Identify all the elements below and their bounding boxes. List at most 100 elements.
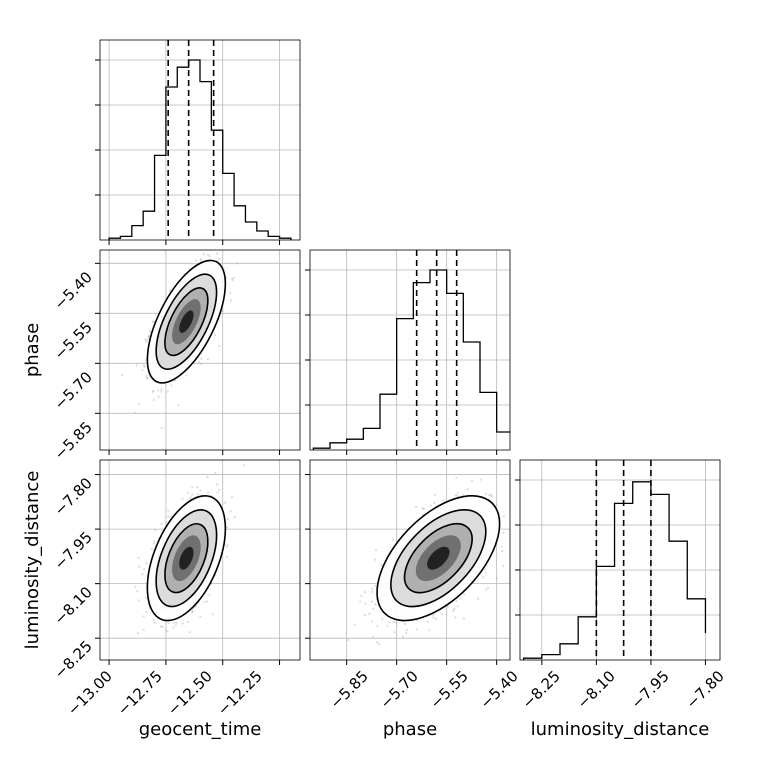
scatter-point	[212, 228, 214, 230]
scatter-point	[229, 291, 232, 295]
scatter-point	[225, 555, 228, 558]
scatter-point	[388, 621, 391, 624]
scatter-point	[487, 586, 490, 590]
scatter-point	[147, 335, 150, 338]
scatter-point	[197, 360, 200, 363]
scatter-point	[502, 531, 505, 535]
scatter-point	[459, 597, 462, 600]
xtick-geocent_time-3: −12.25	[214, 667, 266, 719]
scatter-point	[502, 515, 505, 518]
scatter-point	[177, 404, 180, 407]
scatter-point	[208, 255, 211, 258]
scatter-point	[200, 258, 203, 261]
ytick-phase-2: −5.55	[51, 318, 96, 363]
ytick-luminosity_distance-3: −7.80	[51, 474, 96, 519]
scatter-point	[401, 635, 405, 638]
scatter-point	[174, 624, 177, 627]
scatter-point	[490, 495, 494, 498]
scatter-point	[377, 642, 380, 646]
scatter-point	[145, 596, 148, 599]
xtick-geocent_time-1: −12.75	[114, 667, 166, 719]
scatter-point	[456, 491, 459, 494]
scatter-point	[386, 624, 389, 627]
scatter-point	[211, 613, 214, 616]
y-ticks-phase: −5.85 −5.70 −5.55 −5.40	[51, 268, 96, 463]
scatter-point	[422, 507, 425, 510]
scatter-point	[200, 357, 203, 360]
scatter-point	[136, 590, 139, 593]
scatter-point	[148, 330, 152, 333]
ylabel-phase: phase	[22, 323, 43, 377]
scatter-point	[372, 635, 375, 638]
panel-phase-hist	[305, 249, 511, 455]
scatter-point	[456, 605, 459, 608]
scatter-point	[172, 626, 175, 629]
gridlines	[520, 460, 720, 660]
scatter-point	[145, 376, 148, 379]
scatter-point	[225, 545, 228, 548]
scatter-point	[452, 609, 455, 612]
scatter-point	[206, 358, 210, 361]
scatter-point	[221, 310, 224, 313]
panel-phase-vs-luminosity_distance	[305, 459, 511, 665]
scatter-point	[206, 491, 210, 494]
scatter-point	[364, 591, 367, 594]
ytick-phase-1: −5.70	[51, 368, 96, 413]
scatter-point	[194, 259, 198, 262]
scatter-point	[429, 504, 432, 507]
scatter-point	[484, 568, 487, 571]
scatter-point	[189, 496, 193, 499]
scatter-point	[121, 373, 124, 377]
x-ticks-luminosity_distance: −8.25 −8.10 −7.95 −7.80	[519, 667, 728, 712]
scatter-point	[186, 491, 189, 494]
scatter-point	[477, 597, 480, 601]
scatter-point	[363, 613, 366, 617]
scatter-point	[143, 568, 146, 571]
scatter-point	[216, 252, 219, 255]
scatter-point	[463, 593, 466, 596]
scatter-point	[455, 476, 458, 479]
scatter-point	[224, 501, 227, 504]
scatter-point	[145, 562, 148, 565]
scatter-point	[479, 478, 482, 481]
scatter-point	[226, 526, 229, 529]
scatter-point	[159, 625, 163, 628]
panel-luminosity_distance-hist	[515, 459, 721, 665]
scatter-point	[206, 475, 209, 478]
scatter-point	[161, 625, 164, 628]
scatter-point	[141, 369, 144, 372]
scatter-point	[373, 558, 377, 561]
scatter-point	[215, 483, 218, 486]
scatter-point	[231, 279, 234, 282]
scatter-point	[143, 365, 146, 368]
scatter-point	[174, 379, 177, 382]
xtick-luminosity_distance-0: −8.25	[519, 667, 564, 712]
ytick-phase-3: −5.40	[51, 268, 96, 313]
scatter-point	[153, 540, 156, 543]
scatter-point	[370, 600, 373, 603]
scatter-point	[393, 631, 396, 634]
y-ticks-luminosity_distance: −8.25 −8.10 −7.95 −7.80	[51, 474, 96, 682]
scatter-point	[144, 338, 147, 341]
scatter-point	[490, 493, 493, 496]
xlabel-phase: phase	[383, 719, 437, 740]
scatter-point	[137, 632, 140, 635]
scatter-point	[152, 398, 155, 401]
ytick-phase-0: −5.85	[51, 418, 96, 463]
scatter-point	[157, 395, 160, 398]
scatter-point	[242, 464, 246, 467]
scatter-point	[231, 277, 234, 280]
panel-geocent_time-vs-luminosity_distance	[95, 459, 301, 665]
panel-frame	[519, 459, 721, 661]
scatter-point	[381, 617, 384, 620]
scatter-point	[454, 494, 457, 497]
scatter-point	[392, 620, 395, 623]
scatter-point	[153, 621, 156, 625]
scatter-point	[142, 364, 145, 367]
scatter-point	[374, 584, 377, 587]
panel-frame	[99, 39, 301, 241]
scatter-point	[167, 515, 170, 518]
scatter-point	[199, 489, 202, 492]
x-ticks-phase: −5.85 −5.70 −5.55 −5.40	[327, 667, 522, 712]
scatter-point	[181, 497, 184, 500]
